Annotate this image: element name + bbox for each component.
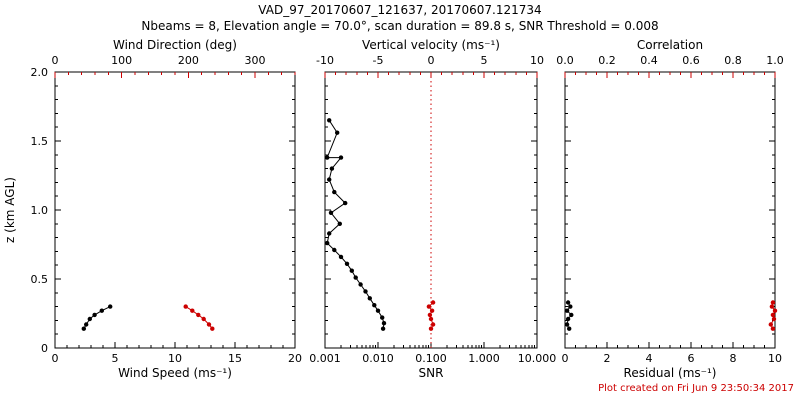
top-tick-label: 5 xyxy=(481,54,488,67)
x-tick-label: 10.000 xyxy=(518,352,557,365)
series-wind-direction xyxy=(183,304,215,331)
x-axis-title: SNR xyxy=(419,366,444,380)
x-tick-label: 20 xyxy=(288,352,302,365)
top-axis-title: Vertical velocity (ms⁻¹) xyxy=(362,38,500,52)
top-tick-label: 0.2 xyxy=(598,54,616,67)
panel-wind-axes: 00.51.01.52.00 5 10 15 200 100 200 300 xyxy=(31,54,303,365)
top-tick-label: 10 xyxy=(530,54,544,67)
x-tick-label: 2 xyxy=(604,352,611,365)
plot-title: VAD_97_20170607_121637, 20170607.121734 xyxy=(258,3,542,17)
x-tick-label: 15 xyxy=(228,352,242,365)
x-tick-label: 0 xyxy=(562,352,569,365)
x-axis-title: Wind Speed (ms⁻¹) xyxy=(118,366,232,380)
x-tick-label: 0 xyxy=(52,352,59,365)
top-tick-label: 1.0 xyxy=(766,54,784,67)
x-tick-label: 0.001 xyxy=(309,352,341,365)
top-tick-label: 0 xyxy=(428,54,435,67)
y-tick-label: 1.0 xyxy=(31,204,49,217)
y-axis-title: z (km AGL) xyxy=(3,177,17,243)
top-tick-label: 300 xyxy=(245,54,266,67)
top-tick-label: -10 xyxy=(316,54,334,67)
series-wind-speed xyxy=(81,304,113,331)
x-tick-label: 8 xyxy=(730,352,737,365)
x-tick-label: 0.100 xyxy=(415,352,447,365)
top-tick-label: 0.4 xyxy=(640,54,658,67)
top-tick-label: 0.8 xyxy=(724,54,742,67)
x-tick-label: 4 xyxy=(646,352,653,365)
x-axis-title: Residual (ms⁻¹) xyxy=(624,366,717,380)
x-tick-label: 0.010 xyxy=(362,352,394,365)
x-tick-label: 5 xyxy=(112,352,119,365)
series-correlation xyxy=(768,300,778,331)
panel-residual: 0 2 4 6 8 10 0.0 0.2 0.4 0.6 0.8 1.0 Residual (ms⁻¹)… xyxy=(556,38,784,380)
panel-residual-axes: 0 2 4 6 8 10 0.0 0.2 0.4 0.6 0.8 1.0 xyxy=(556,54,784,365)
y-tick-label: 2.0 xyxy=(31,66,49,79)
plot-subtitle: Nbeams = 8, Elevation angle = 70.0°, sca… xyxy=(141,19,659,33)
y-tick-label: 0 xyxy=(41,342,48,355)
top-axis-title: Correlation xyxy=(637,38,703,52)
y-tick-label: 0.5 xyxy=(31,273,49,286)
x-tick-label: 6 xyxy=(688,352,695,365)
series-vertical-velocity xyxy=(426,300,436,331)
top-tick-label: 0.0 xyxy=(556,54,574,67)
top-tick-label: -5 xyxy=(373,54,384,67)
panel-snr: 0.001 0.010 0.100 1.000 10.000 -10 -5 0 5 10 SNR Ve… xyxy=(309,38,556,380)
top-tick-label: 0.6 xyxy=(682,54,700,67)
x-tick-label: 1.000 xyxy=(468,352,500,365)
x-tick-label: 10 xyxy=(168,352,182,365)
top-tick-label: 200 xyxy=(178,54,199,67)
series-snr-profile xyxy=(325,118,387,331)
top-axis-title: Wind Direction (deg) xyxy=(113,38,237,52)
y-tick-label: 1.5 xyxy=(31,135,49,148)
top-tick-label: 0 xyxy=(52,54,59,67)
series-residual xyxy=(564,300,574,331)
plot-created-timestamp: Plot created on Fri Jun 9 23:50:34 2017 xyxy=(598,383,794,394)
top-tick-label: 100 xyxy=(111,54,132,67)
x-tick-label: 10 xyxy=(768,352,782,365)
